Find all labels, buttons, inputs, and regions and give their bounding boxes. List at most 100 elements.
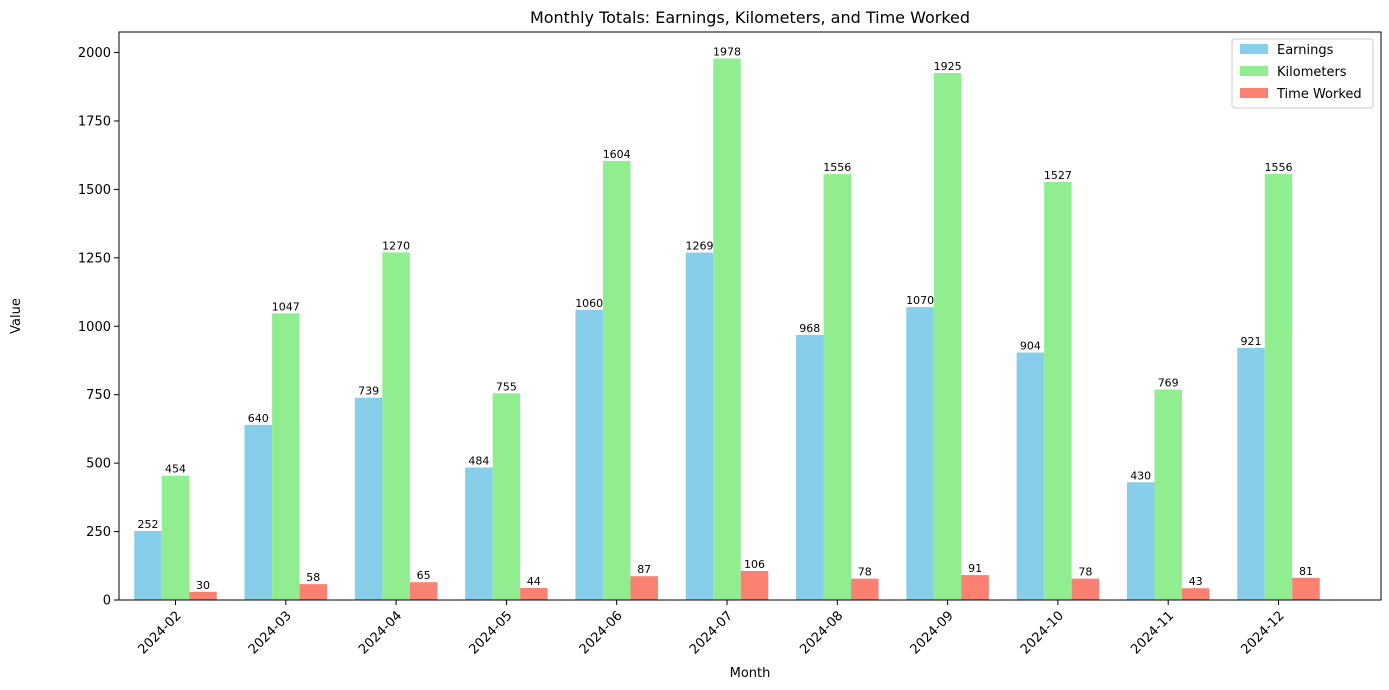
x-tick-label: 2024-08 <box>797 608 846 657</box>
y-tick-label: 1750 <box>78 114 111 129</box>
x-tick-label: 2024-11 <box>1128 608 1177 657</box>
data-label: 1269 <box>686 240 714 253</box>
data-label: 484 <box>468 455 489 468</box>
y-tick-label: 1250 <box>78 251 111 266</box>
data-label: 65 <box>417 569 431 582</box>
x-tick-label: 2024-12 <box>1239 608 1288 657</box>
x-tick-label: 2024-06 <box>577 608 626 657</box>
bar-earnings-2024-05 <box>465 467 493 600</box>
data-label: 1270 <box>382 239 410 252</box>
y-axis-title: Value <box>9 298 24 334</box>
legend-label: Earnings <box>1277 43 1334 58</box>
y-tick-label: 750 <box>86 388 111 403</box>
bar-kilometers-2024-05 <box>492 393 521 600</box>
bar-kilometers-2024-02 <box>161 475 190 600</box>
bar-kilometers-2024-04 <box>382 252 410 600</box>
x-tick-label: 2024-03 <box>246 608 295 657</box>
legend-label: Time Worked <box>1276 87 1362 102</box>
data-label: 43 <box>1189 575 1203 588</box>
data-label: 58 <box>306 571 320 584</box>
data-label: 1925 <box>934 60 962 73</box>
bar-kilometers-2024-09 <box>933 73 962 600</box>
data-label: 921 <box>1241 335 1262 348</box>
data-label: 1070 <box>906 294 934 307</box>
data-labels-group: 252 640 739 484 1060 1269 968 1070 904 430 921 454 1… <box>138 46 1314 592</box>
bar-time-worked-2024-02 <box>189 591 217 600</box>
data-label: 91 <box>968 562 982 575</box>
data-label: 78 <box>1078 566 1092 579</box>
data-label: 739 <box>358 385 379 398</box>
legend-swatch <box>1240 88 1268 98</box>
bar-time-worked-2024-12 <box>1292 577 1320 600</box>
y-tick-label: 1000 <box>78 320 111 335</box>
data-label: 1556 <box>823 161 851 174</box>
bar-earnings-2024-04 <box>354 397 383 600</box>
bar-earnings-2024-06 <box>575 309 603 600</box>
legend-swatch <box>1240 44 1268 54</box>
data-label: 30 <box>196 579 210 592</box>
data-label: 1556 <box>1265 161 1293 174</box>
data-label: 1604 <box>603 148 631 161</box>
data-label: 87 <box>637 563 651 576</box>
bar-time-worked-2024-05 <box>520 587 548 600</box>
data-label: 769 <box>1158 376 1179 389</box>
data-label: 755 <box>496 380 517 393</box>
bar-time-worked-2024-10 <box>1071 578 1100 600</box>
data-label: 106 <box>744 558 765 571</box>
bar-kilometers-2024-10 <box>1044 182 1072 600</box>
bar-time-worked-2024-11 <box>1181 588 1210 600</box>
data-label: 1047 <box>272 300 300 313</box>
x-axis-title: Month <box>730 666 771 681</box>
bar-kilometers-2024-06 <box>602 160 631 601</box>
bar-kilometers-2024-08 <box>823 174 852 601</box>
y-tick-label: 0 <box>103 594 111 609</box>
bar-kilometers-2024-07 <box>713 58 741 600</box>
data-label: 81 <box>1299 565 1313 578</box>
data-label: 454 <box>165 463 186 476</box>
y-tick-label: 500 <box>86 457 111 472</box>
bar-earnings-2024-07 <box>685 252 714 600</box>
bar-time-worked-2024-09 <box>961 575 989 600</box>
data-label: 904 <box>1020 340 1041 353</box>
x-tick-label: 2024-02 <box>136 608 185 657</box>
data-label: 968 <box>799 322 820 335</box>
bar-time-worked-2024-08 <box>851 578 879 600</box>
bar-earnings-2024-03 <box>244 424 273 600</box>
x-tick-label: 2024-09 <box>908 608 957 657</box>
x-axis: 2024-02 2024-03 2024-04 2024-05 2024-06 2024-… <box>136 600 1288 657</box>
y-axis: 0 250 500 750 1000 1250 1500 1750 2000 <box>78 46 119 609</box>
bar-earnings-2024-10 <box>1016 352 1045 600</box>
data-label: 44 <box>527 575 541 588</box>
x-tick-label: 2024-04 <box>356 608 405 657</box>
y-tick-label: 2000 <box>78 46 111 61</box>
bar-time-worked-2024-03 <box>299 584 328 600</box>
x-tick-label: 2024-05 <box>466 608 515 657</box>
data-label: 1060 <box>575 297 603 310</box>
data-label: 430 <box>1130 469 1151 482</box>
data-label: 78 <box>858 566 872 579</box>
x-tick-label: 2024-07 <box>687 608 736 657</box>
y-tick-label: 250 <box>86 525 111 540</box>
data-label: 252 <box>138 518 159 531</box>
bar-earnings-2024-12 <box>1237 347 1265 600</box>
legend-swatch <box>1240 66 1268 76</box>
data-label: 1978 <box>713 46 741 59</box>
bar-kilometers-2024-03 <box>272 313 300 600</box>
bar-earnings-2024-11 <box>1126 482 1155 600</box>
legend: Earnings Kilometers Time Worked <box>1231 38 1374 109</box>
data-label: 640 <box>248 412 269 425</box>
bar-time-worked-2024-07 <box>740 570 769 600</box>
bar-earnings-2024-02 <box>134 531 162 600</box>
bar-kilometers-2024-12 <box>1264 174 1293 601</box>
x-tick-label: 2024-10 <box>1018 608 1067 657</box>
chart-title: Monthly Totals: Earnings, Kilometers, an… <box>530 8 970 27</box>
bar-earnings-2024-09 <box>906 307 934 600</box>
bars-group <box>134 58 1320 601</box>
data-label: 1527 <box>1044 169 1072 182</box>
legend-label: Kilometers <box>1277 65 1347 80</box>
y-tick-label: 1500 <box>78 183 111 198</box>
plot-frame <box>118 31 1382 601</box>
bar-time-worked-2024-04 <box>409 582 438 600</box>
bar-time-worked-2024-06 <box>630 576 658 600</box>
